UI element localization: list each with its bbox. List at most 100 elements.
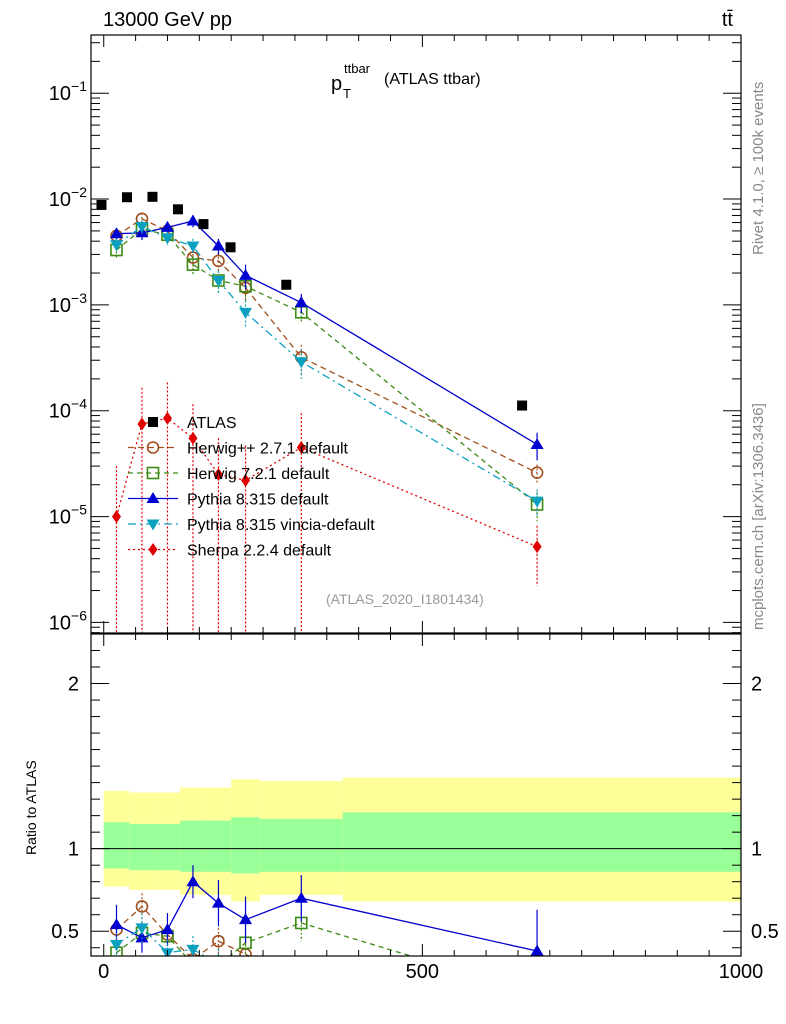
series-point-herwig-7-2-1-default xyxy=(186,258,200,271)
series-point-pythia-8-315-vincia-default xyxy=(294,357,308,369)
ratio-point-pythia-8-315-vincia-default xyxy=(531,989,544,1000)
series-point-pythia-8-315-vincia-default xyxy=(530,496,544,508)
ratio-point-pythia-8-315-vincia-default xyxy=(239,968,252,979)
x-tick-label: 0 xyxy=(98,961,109,983)
legend-label-herwig-2-7-1-default: Herwig++ 2.7.1 default xyxy=(187,441,349,458)
series-line-pythia-8-315-default xyxy=(116,220,538,446)
band-inner-bin xyxy=(103,822,130,869)
ratio-point-sherpa-2-2-4-default xyxy=(214,1006,223,1019)
ratio-line-herwig-2-7-1-default xyxy=(116,905,251,956)
band-inner-bin xyxy=(154,823,181,871)
ratio-series-layer xyxy=(109,865,544,1019)
ratio-line-pythia-8-315-vincia-default xyxy=(116,927,206,956)
ratio-ylabel: Ratio to ATLAS xyxy=(23,760,39,855)
ratio-point-pythia-8-315-vincia-default xyxy=(135,923,149,935)
series-point-pythia-8-315-default xyxy=(186,214,200,226)
series-point-pythia-8-315-default xyxy=(294,296,308,308)
data-point-atlas xyxy=(147,191,158,202)
ratio-y-tick-label-left: 2 xyxy=(68,674,79,696)
y-tick-label: 10−1 xyxy=(49,78,87,105)
series-point-sherpa-2-2-4-default xyxy=(111,510,121,524)
ratio-point-pythia-8-315-default xyxy=(160,923,174,935)
ratio-panel-frame xyxy=(90,633,742,957)
y-tick-label: 10−3 xyxy=(49,290,87,317)
ratio-y-tick-label-right: 0.5 xyxy=(751,921,779,943)
data-point-atlas xyxy=(281,279,292,290)
data-point-atlas xyxy=(121,192,132,203)
series-point-sherpa-2-2-4-default xyxy=(137,417,147,431)
series-point-pythia-8-315-default xyxy=(239,268,253,280)
title-suffix: (ATLAS ttbar) xyxy=(384,71,481,88)
data-point-atlas xyxy=(96,199,107,210)
legend-label-pythia-8-315-vincia-default: Pythia 8.315 vincia-default xyxy=(187,517,375,534)
y-tick-label: 10−5 xyxy=(49,502,87,529)
band-inner-bin xyxy=(180,820,206,872)
ratio-point-pythia-8-315-default xyxy=(239,913,253,925)
x-tick-label: 500 xyxy=(406,961,439,983)
ratio-point-sherpa-2-2-4-default xyxy=(112,1006,121,1019)
band-inner-bin xyxy=(205,820,232,872)
legend-marker-pythia-8-315-default xyxy=(146,492,160,503)
series-line-herwig-7-2-1-default xyxy=(116,228,538,506)
ratio-point-pythia-8-315-default xyxy=(211,896,225,908)
series-point-pythia-8-315-default xyxy=(211,239,225,251)
ratio-y-tick-label-left: 0.5 xyxy=(51,921,79,943)
ratio-point-herwig-2-7-1-default xyxy=(135,900,149,913)
band-inner-bin xyxy=(342,812,741,872)
band-inner-bin xyxy=(129,823,155,871)
ratio-point-sherpa-2-2-4-default xyxy=(241,1006,250,1019)
series-point-pythia-8-315-default xyxy=(109,227,123,239)
ratio-point-sherpa-2-2-4-default xyxy=(163,1006,172,1019)
data-point-atlas xyxy=(198,219,209,230)
title-sup: ttbar xyxy=(344,61,371,76)
rivet-label: Rivet 4.1.0, ≥ 100k events xyxy=(750,82,767,255)
series-point-sherpa-2-2-4-default xyxy=(296,440,306,454)
legend-label-pythia-8-315-default: Pythia 8.315 default xyxy=(187,492,329,509)
mcplots-label: mcplots.cern.ch [arXiv:1306.3436] xyxy=(750,403,767,630)
ratio-point-herwig-2-7-1-default xyxy=(296,975,307,986)
ratio-line-pythia-8-315-default xyxy=(116,880,538,952)
ratio-y-tick-label-left: 1 xyxy=(68,839,79,861)
series-point-sherpa-2-2-4-default xyxy=(532,540,542,554)
ratio-point-herwig-2-7-1-default xyxy=(212,934,225,948)
series-point-pythia-8-315-vincia-default xyxy=(211,276,225,288)
ratio-point-herwig-7-2-1-default xyxy=(213,960,224,971)
main-series-layer xyxy=(96,191,544,633)
series-point-pythia-8-315-vincia-default xyxy=(160,233,174,245)
ratio-point-pythia-8-315-vincia-default xyxy=(109,939,123,951)
ratio-point-sherpa-2-2-4-default xyxy=(297,1002,306,1015)
series-point-sherpa-2-2-4-default xyxy=(162,411,172,425)
y-tick-label: 10−6 xyxy=(49,607,87,634)
series-line-sherpa-2-2-4-default xyxy=(115,417,538,548)
ratio-point-sherpa-2-2-4-default xyxy=(533,999,542,1012)
ratio-line-sherpa-2-2-4-default xyxy=(116,1006,537,1013)
ratio-point-pythia-8-315-default xyxy=(294,891,308,903)
series-point-herwig-2-7-1-default xyxy=(530,466,544,479)
y-tick-label: 10−2 xyxy=(49,184,87,211)
y-tick-label: 10−4 xyxy=(49,396,87,423)
ratio-point-pythia-8-315-default xyxy=(186,875,200,887)
series-point-herwig-2-7-1-default xyxy=(212,254,225,268)
title-main: p xyxy=(331,73,342,95)
ratio-point-herwig-7-2-1-default xyxy=(187,959,198,970)
data-point-atlas xyxy=(172,204,183,215)
legend-marker-herwig-2-7-1-default xyxy=(146,441,160,454)
legend-label-herwig-7-2-1-default: Herwig 7.2.1 default xyxy=(187,466,330,483)
legend-marker-herwig-7-2-1-default xyxy=(146,466,160,480)
chart-title: p ttbar T (ATLAS ttbar) xyxy=(331,61,481,101)
legend: ATLAS Herwig++ 2.7.1 default Herwig 7.2.1 … xyxy=(128,415,375,560)
series-point-pythia-8-315-vincia-default xyxy=(109,240,123,252)
x-tick-label: 1000 xyxy=(719,961,764,983)
ratio-y-tick-label-right: 2 xyxy=(751,674,762,696)
analysis-label: (ATLAS_2020_I1801434) xyxy=(326,591,484,607)
ratio-point-pythia-8-315-vincia-default xyxy=(186,944,200,956)
series-point-pythia-8-315-default xyxy=(530,437,544,449)
series-point-pythia-8-315-vincia-default xyxy=(239,307,253,319)
axes-layer: 0 500 1000 10−1 10−2 10−3 10−4 10−5 10−6 0.5 0.5 1 1… xyxy=(49,35,779,983)
main-panel-frame xyxy=(90,34,742,634)
title-sub: T xyxy=(343,86,351,101)
series-point-pythia-8-315-vincia-default xyxy=(135,222,149,234)
legend-label-sherpa-2-2-4-default: Sherpa 2.2.4 default xyxy=(187,543,332,560)
ratio-line-herwig-7-2-1-default xyxy=(116,922,414,956)
